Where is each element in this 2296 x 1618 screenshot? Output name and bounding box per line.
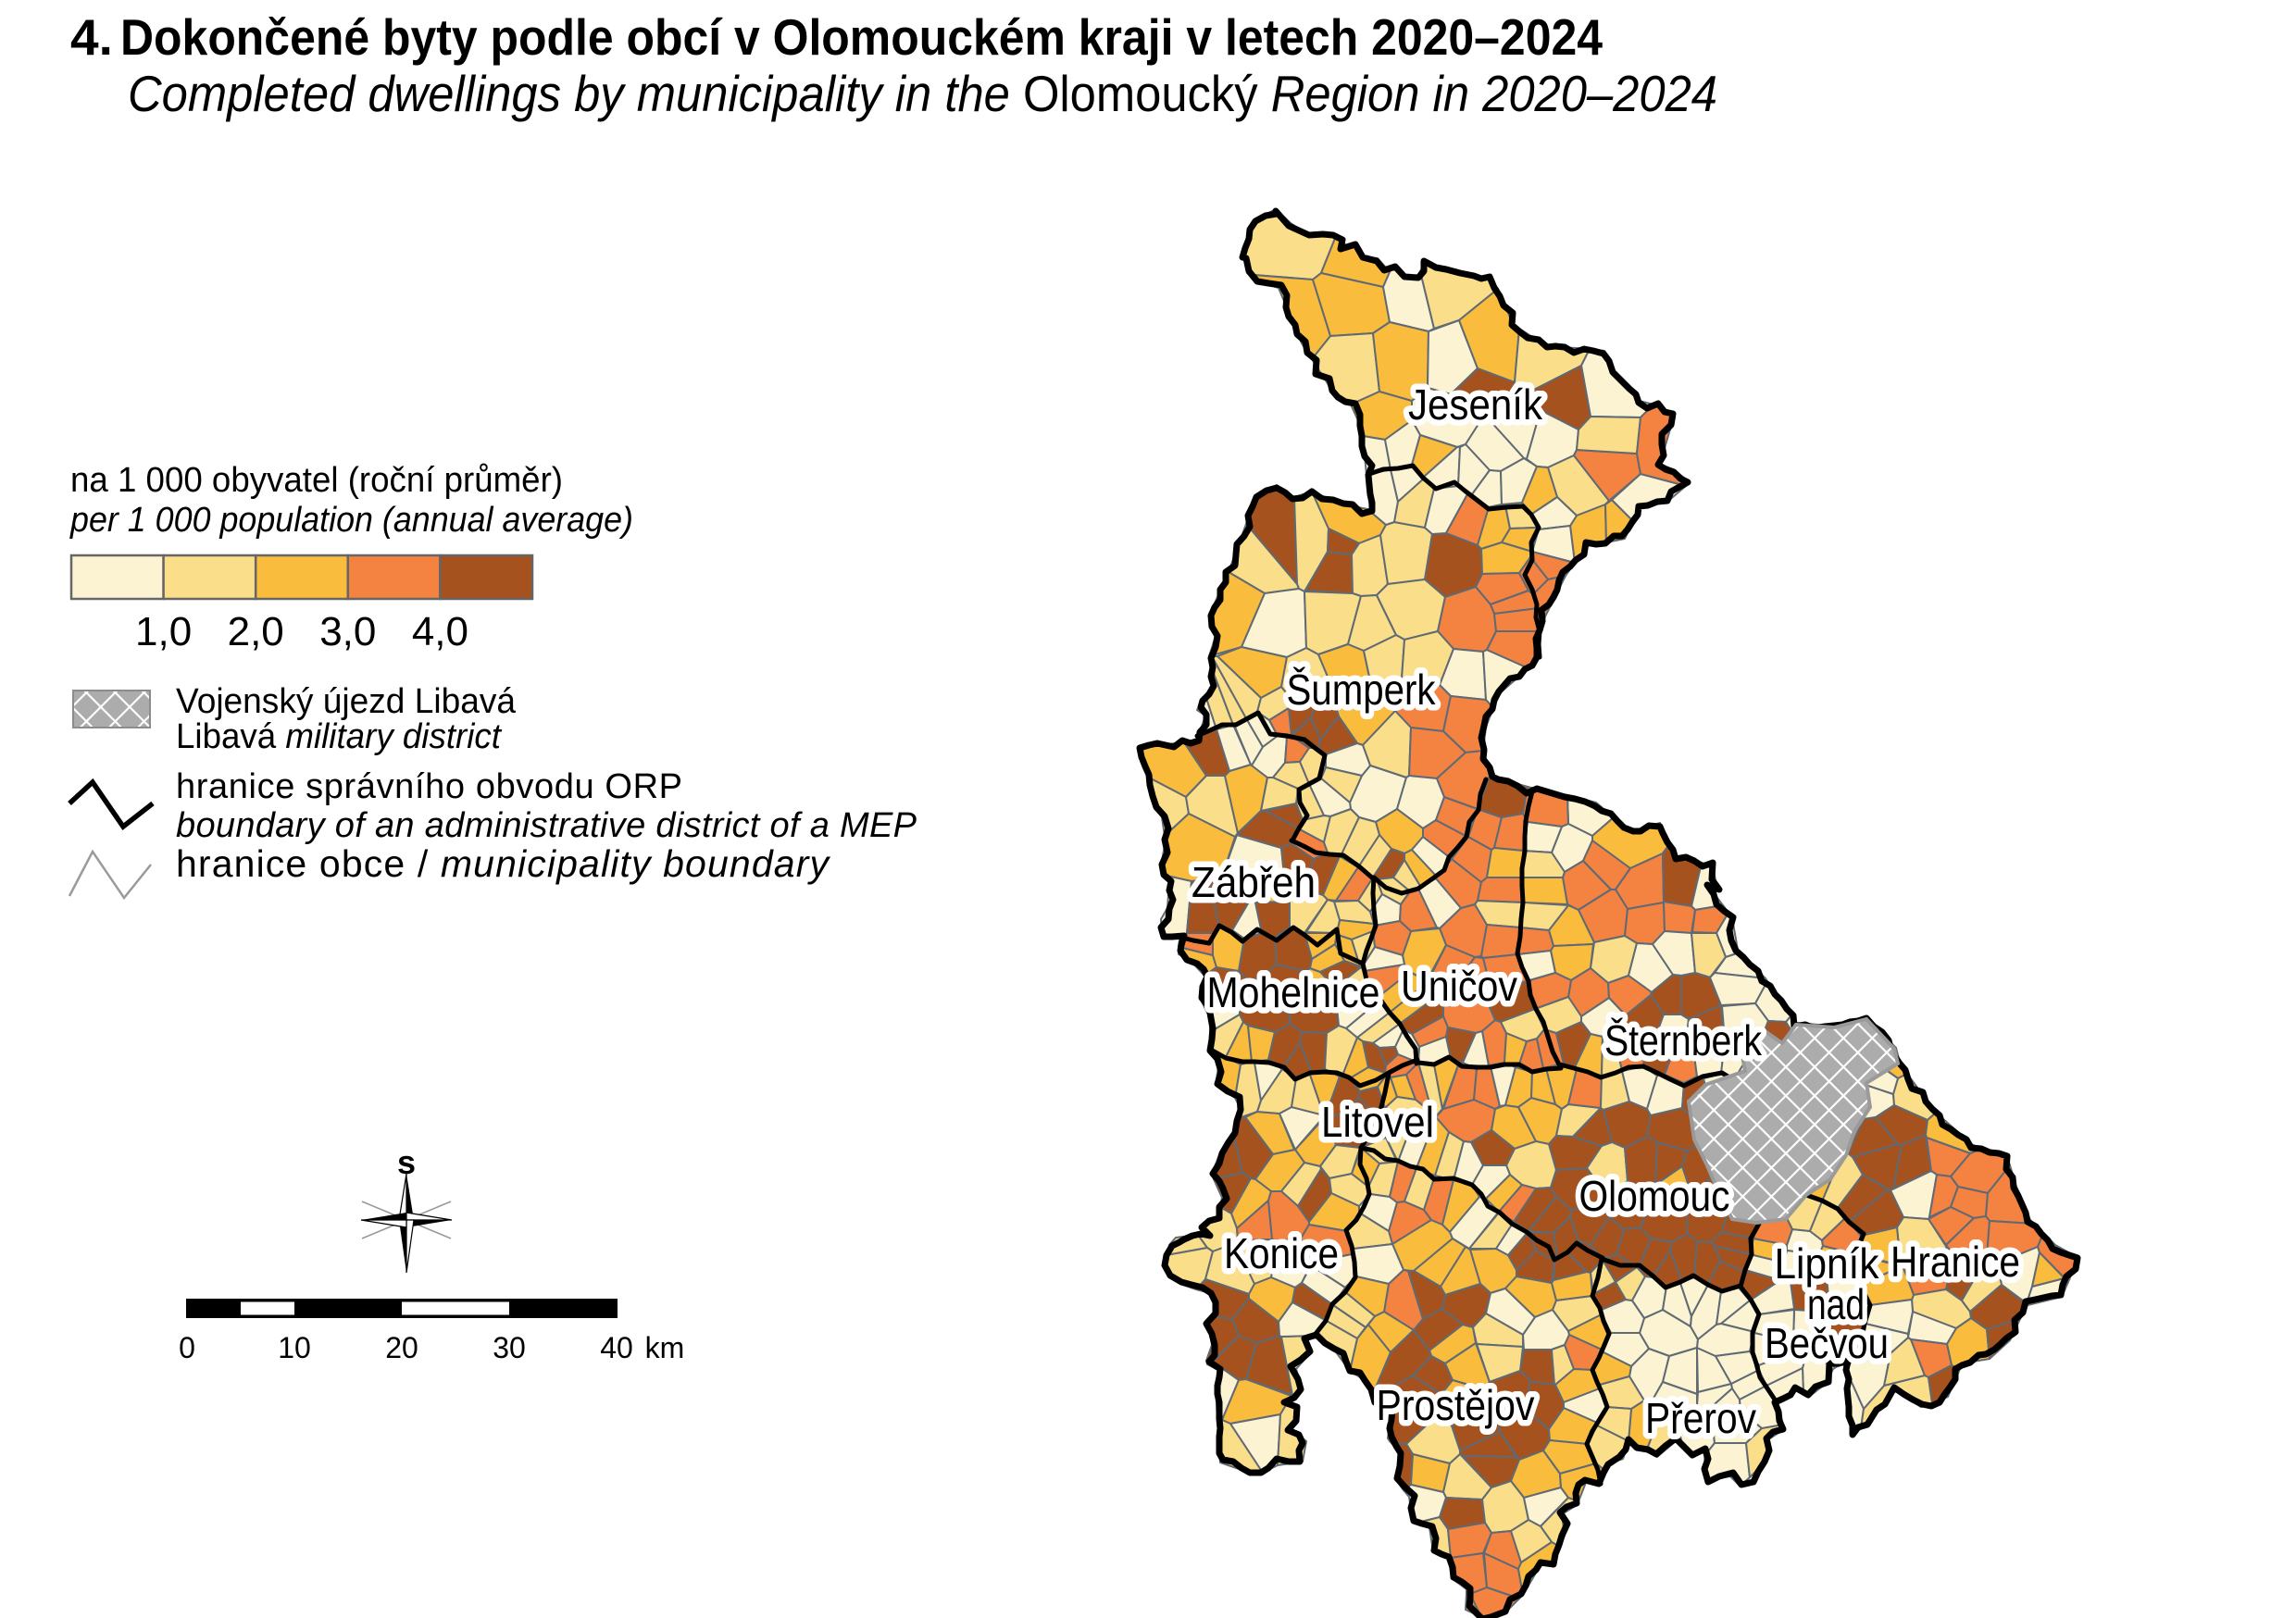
svg-text:km: km [645, 1331, 685, 1364]
svg-text:per 1 000 population (annual a: per 1 000 population (annual average) [69, 501, 633, 540]
svg-text:Completed dwellings by municip: Completed dwellings by municipality in t… [128, 65, 1717, 122]
svg-text:Konice: Konice [1224, 1229, 1339, 1277]
svg-text:4.: 4. [70, 8, 113, 66]
svg-text:s: s [397, 1143, 416, 1181]
svg-text:Hranice: Hranice [1890, 1238, 2020, 1286]
svg-text:0: 0 [179, 1331, 195, 1364]
svg-text:Bečvou: Bečvou [1765, 1319, 1889, 1367]
svg-text:Jeseník: Jeseník [1408, 380, 1543, 429]
svg-text:Zábřeh: Zábřeh [1192, 858, 1316, 906]
svg-text:Mohelnice: Mohelnice [1207, 968, 1380, 1016]
svg-text:10: 10 [278, 1331, 311, 1364]
svg-text:40: 40 [600, 1331, 633, 1364]
svg-text:Lipník: Lipník [1775, 1239, 1880, 1288]
svg-text:Libavá military district: Libavá military district [176, 717, 502, 756]
svg-text:hranice správního obvodu ORP: hranice správního obvodu ORP [176, 767, 682, 806]
svg-text:3,0: 3,0 [319, 609, 376, 654]
svg-text:30: 30 [493, 1331, 526, 1364]
svg-text:Olomouc: Olomouc [1579, 1172, 1730, 1220]
svg-text:Dokončené byty podle obcí v Ol: Dokončené byty podle obcí v Olomouckém k… [120, 8, 1603, 66]
svg-text:Šternberk: Šternberk [1604, 1016, 1763, 1064]
svg-text:boundary of an administrative: boundary of an administrative district o… [176, 806, 917, 845]
svg-text:20: 20 [385, 1331, 418, 1364]
svg-text:1,0: 1,0 [135, 609, 192, 654]
svg-text:4,0: 4,0 [412, 609, 468, 654]
svg-text:Šumperk: Šumperk [1287, 666, 1437, 714]
svg-text:na 1 000 obyvatel (roční průmě: na 1 000 obyvatel (roční průměr) [70, 461, 563, 500]
svg-text:Litovel: Litovel [1321, 1098, 1434, 1146]
svg-text:Přerov: Přerov [1645, 1394, 1756, 1442]
svg-text:nad: nad [1807, 1280, 1865, 1328]
svg-text:hranice obce / municipality bo: hranice obce / municipality boundary [176, 842, 831, 885]
svg-text:Vojenský újezd Libavá: Vojenský újezd Libavá [176, 682, 517, 721]
svg-text:Prostějov: Prostějov [1377, 1381, 1535, 1429]
svg-text:2,0: 2,0 [228, 609, 284, 654]
svg-text:Uničov: Uničov [1401, 962, 1517, 1010]
